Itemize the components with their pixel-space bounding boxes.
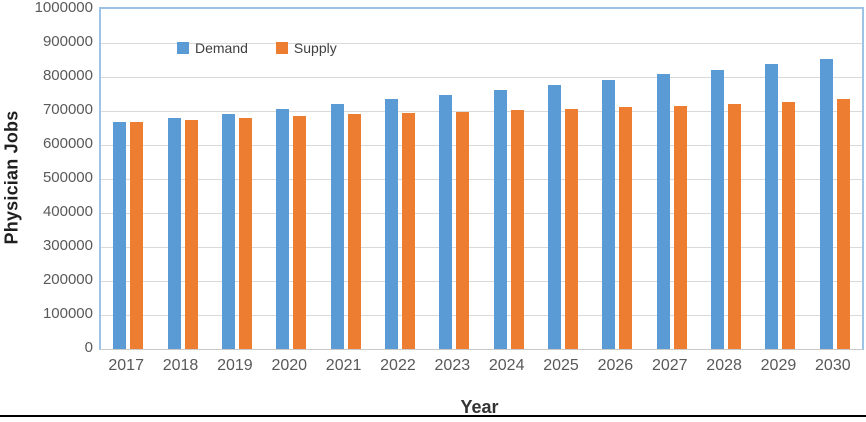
supply-bar-2028	[728, 103, 742, 349]
bar-group-2030	[808, 9, 862, 349]
bottom-border-line	[0, 415, 866, 417]
demand-bar-2030	[819, 58, 833, 349]
bar-group-2027	[645, 9, 699, 349]
legend-item-supply: Supply	[275, 40, 337, 56]
y-tick-label: 100000	[42, 305, 93, 322]
supply-bar-2023	[456, 112, 470, 349]
supply-swatch-icon	[275, 42, 288, 54]
x-axis-title: Year	[460, 397, 499, 417]
x-tick-label-2019: 2019	[217, 357, 253, 374]
plot-area: Demand Supply	[99, 7, 864, 350]
supply-bar-2019	[238, 118, 252, 349]
gridline	[101, 179, 862, 180]
x-tick-label-2023: 2023	[434, 357, 471, 374]
supply-bar-2021	[347, 114, 361, 349]
y-tick-label: 200000	[42, 271, 93, 288]
y-tick-label: 700000	[42, 101, 93, 118]
demand-bar-2028	[711, 69, 725, 349]
gridline	[101, 43, 862, 44]
x-tick-label-2021: 2021	[325, 357, 362, 374]
bar-group-2024	[482, 9, 536, 349]
supply-bar-2024	[510, 109, 524, 349]
gridline	[101, 247, 862, 248]
legend-label-supply: Supply	[293, 40, 337, 56]
bar-group-2021	[318, 9, 372, 349]
supply-bar-2017	[130, 122, 144, 349]
demand-bar-2017	[113, 121, 127, 349]
x-tick-label-2026: 2026	[597, 357, 634, 374]
bar-group-2022	[373, 9, 427, 349]
bar-groups	[101, 9, 862, 349]
bar-group-2028	[699, 9, 753, 349]
bar-group-2029	[753, 9, 807, 349]
demand-bar-2018	[167, 117, 181, 349]
supply-bar-2030	[836, 99, 850, 349]
legend-item-demand: Demand	[177, 40, 248, 56]
supply-bar-2026	[619, 107, 633, 349]
gridline	[101, 213, 862, 214]
x-tick-label-2027: 2027	[651, 357, 688, 374]
legend-label-demand: Demand	[195, 40, 248, 56]
supply-bar-2018	[184, 119, 198, 349]
x-tick-label-2025: 2025	[543, 357, 579, 374]
bar-group-2023	[427, 9, 481, 349]
bar-group-2017	[101, 9, 155, 349]
y-tick-label: 300000	[42, 237, 93, 254]
x-tick-label-2017: 2017	[108, 357, 144, 374]
gridline	[101, 281, 862, 282]
supply-bar-2029	[782, 102, 796, 349]
demand-bar-2024	[493, 89, 507, 349]
bar-group-2025	[536, 9, 590, 349]
y-tick-label: 600000	[42, 135, 93, 152]
supply-bar-2022	[401, 112, 415, 349]
demand-bar-2022	[384, 99, 398, 349]
gridline	[101, 315, 862, 316]
demand-swatch-icon	[177, 42, 189, 54]
gridline	[101, 111, 862, 112]
y-tick-label: 0	[84, 339, 93, 356]
demand-bar-2023	[439, 95, 453, 349]
demand-bar-2021	[330, 104, 344, 349]
y-tick-label: 1000000	[34, 0, 93, 16]
demand-bar-2029	[765, 64, 779, 349]
x-tick-label-2028: 2028	[706, 357, 742, 374]
demand-bar-2025	[548, 84, 562, 349]
bar-group-2018	[155, 9, 209, 349]
bar-group-2020	[264, 9, 318, 349]
gridline	[101, 77, 862, 78]
bar-group-2019	[210, 9, 264, 349]
demand-bar-2020	[276, 108, 290, 349]
legend: Demand Supply	[177, 40, 337, 56]
demand-bar-2019	[221, 113, 235, 349]
x-tick-label-2018: 2018	[162, 357, 199, 374]
demand-bar-2027	[656, 74, 670, 349]
supply-bar-2020	[293, 116, 307, 349]
bar-group-2026	[590, 9, 644, 349]
x-tick-label-2029: 2029	[760, 357, 797, 374]
y-tick-label: 800000	[42, 67, 93, 84]
x-tick-label-2030: 2030	[815, 357, 851, 374]
y-tick-label: 500000	[42, 169, 93, 186]
demand-bar-2026	[602, 79, 616, 349]
supply-bar-2027	[673, 105, 687, 349]
supply-bar-2025	[565, 108, 579, 349]
x-tick-label-2022: 2022	[380, 357, 416, 374]
y-tick-label: 900000	[42, 33, 93, 50]
y-tick-label: 400000	[42, 203, 93, 220]
x-tick-label-2020: 2020	[271, 357, 308, 374]
gridline	[101, 145, 862, 146]
x-tick-label-2024: 2024	[488, 357, 525, 374]
